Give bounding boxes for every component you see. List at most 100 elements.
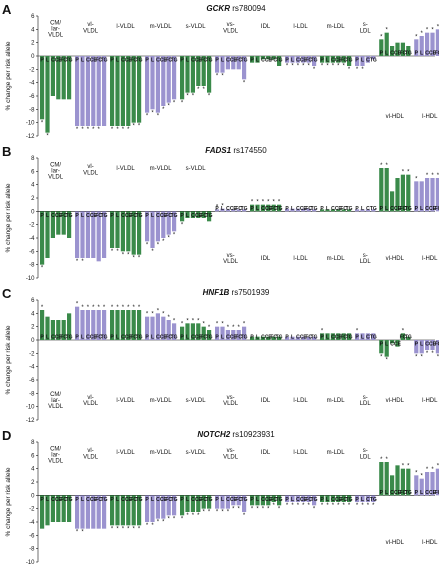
bar [430,32,435,56]
group-label: vs-VLDL [223,448,239,460]
bar-label: TG [136,58,143,64]
bar-label: P [75,497,79,503]
significance-star: * [332,64,335,70]
bar [395,465,400,496]
bar [271,336,276,340]
bar [196,56,201,86]
bar [102,310,107,340]
bar [360,495,365,502]
bar-label: L [385,490,388,496]
bar [435,29,439,56]
significance-star: * [162,312,165,318]
bar-label: L [151,335,154,341]
bar [290,336,295,340]
y-tick-label: 4 [31,27,35,33]
bar-label: C [261,206,265,212]
bar [260,495,265,506]
bar [395,42,400,56]
group-label: vl-VLDL [83,164,99,176]
bar-label: FC [340,58,347,64]
bar-label: C [51,213,55,219]
y-tick-label: -8 [29,107,35,113]
bar [40,56,45,120]
bar-label: FC [340,497,347,503]
significance-star: * [437,173,439,179]
bar-label: CE [125,58,133,64]
y-tick-label: 8 [31,156,35,162]
significance-star: * [343,64,346,70]
bar [379,168,384,212]
bar-label: TG [311,497,318,503]
panel-letter: B [2,144,11,159]
bar-label: P [75,58,79,64]
significance-star: * [116,127,119,133]
bar [400,468,405,496]
significance-star: * [197,513,200,519]
bar [271,204,276,212]
bar-label: TG [370,58,377,64]
bar [290,208,295,212]
bar-label: CE [160,497,168,503]
bar [320,333,325,340]
bar-label: P [110,213,114,219]
significance-star: * [421,31,424,37]
bar-label: FC [305,335,312,341]
bar-label: C [366,335,370,341]
bar-label: L [46,497,49,503]
significance-star: * [138,526,141,532]
significance-star: * [111,526,114,532]
bar [115,495,120,526]
y-tick-label: -8 [29,547,35,553]
bar [185,323,190,340]
bar-label: P [180,58,184,64]
group-label: l-VLDL [116,24,135,30]
bar [419,36,424,56]
bar [231,330,236,340]
bar-label: CE [335,335,343,341]
bar [80,310,85,340]
bar-label: C [51,497,55,503]
significance-star: * [437,464,439,470]
bar [414,340,419,354]
y-tick-label: -10 [26,560,35,566]
significance-star: * [337,64,340,70]
significance-star: * [157,242,160,248]
bar [190,211,195,218]
bar [266,495,271,506]
bar [172,211,177,232]
bar-label: P [40,213,44,219]
bar [260,56,265,60]
bar-label: CE [90,58,98,64]
bar-label: TG [66,58,73,64]
bar-label: P [285,58,289,64]
bar [400,42,405,56]
bar-label: L [420,342,423,348]
bar [50,56,55,96]
bar-label: FC [400,490,407,496]
y-tick-label: -4 [29,81,35,87]
bar [390,191,395,212]
bar [435,468,439,496]
bar-label: TG [276,58,283,64]
bar-label: C [156,497,160,503]
bar [301,336,306,340]
bar-label: FC [60,497,67,503]
bar-label: L [256,335,259,341]
significance-star: * [361,67,364,73]
bar [414,39,419,56]
bar-label: FC [130,213,137,219]
significance-star: * [402,328,405,334]
bar-label: TG [241,335,248,341]
gene-name: NOTCH2 [197,430,230,439]
bar [320,56,325,63]
bar [40,495,45,529]
bar [266,336,271,340]
y-tick-label: 6 [31,14,35,20]
bar [236,330,241,340]
bar-label: L [221,58,224,64]
group-label: CM/lar-VLDL [48,20,64,38]
significance-star: * [116,305,119,311]
significance-star: * [308,503,311,509]
bar [215,209,220,212]
bar-label: FC [235,58,242,64]
